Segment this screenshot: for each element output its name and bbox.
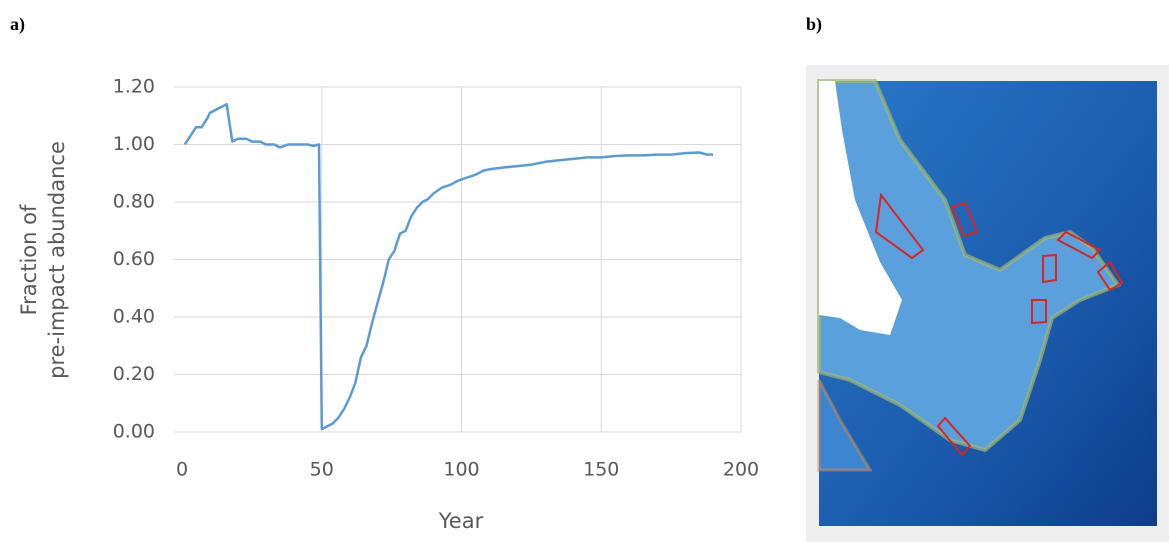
y-tick-label: 1.00 [113, 133, 155, 155]
y-tick-label: 0.40 [113, 306, 155, 328]
x-tick-label: 100 [443, 459, 479, 481]
panel-label: a) [10, 14, 25, 35]
y-tick-label: 0.00 [113, 421, 155, 443]
y-tick-label: 0.80 [113, 191, 155, 213]
y-axis-label: pre-impact abundance [45, 141, 69, 379]
y-tick-label: 1.20 [113, 76, 155, 98]
panel-label: b) [806, 14, 822, 35]
data-line [185, 104, 713, 429]
x-tick-label: 50 [310, 459, 334, 481]
x-tick-label: 150 [583, 459, 619, 481]
map [806, 65, 1169, 542]
figure: a) b) Year Fraction of pre-impact abunda… [0, 0, 1169, 542]
y-tick-label: 0.60 [113, 248, 155, 270]
y-axis-label: Fraction of [17, 204, 41, 315]
x-tick-label: 200 [723, 459, 759, 481]
y-tick-label: 0.20 [113, 363, 155, 385]
x-axis-label: Year [438, 509, 484, 533]
x-tick-label: 0 [176, 459, 188, 481]
